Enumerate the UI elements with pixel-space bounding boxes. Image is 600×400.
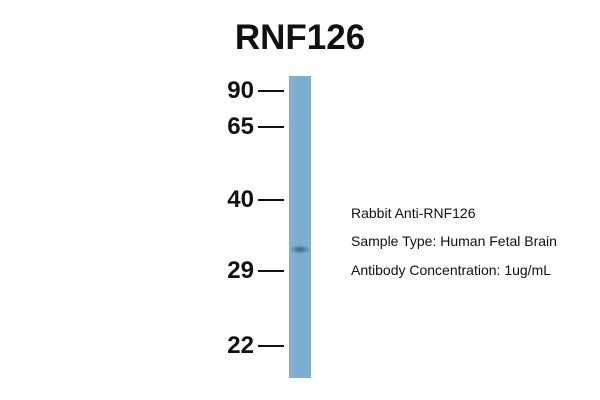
marker-22: 22 [200,334,290,358]
marker-tick [258,126,284,128]
blot-title: RNF126 [234,18,366,57]
marker-90: 90 [200,79,290,103]
marker-40: 40 [200,188,290,212]
marker-tick [258,345,284,347]
sample-type-label: Sample Type: Human Fetal Brain [351,233,557,249]
marker-tick [258,270,284,272]
concentration-label: Antibody Concentration: 1ug/mL [351,262,552,278]
marker-65: 65 [200,115,290,139]
marker-tick [258,90,284,92]
marker-29: 29 [200,259,290,283]
blot-lane [289,76,311,378]
antibody-label: Rabbit Anti-RNF126 [351,205,476,221]
marker-tick [258,199,284,201]
protein-band [289,245,311,254]
